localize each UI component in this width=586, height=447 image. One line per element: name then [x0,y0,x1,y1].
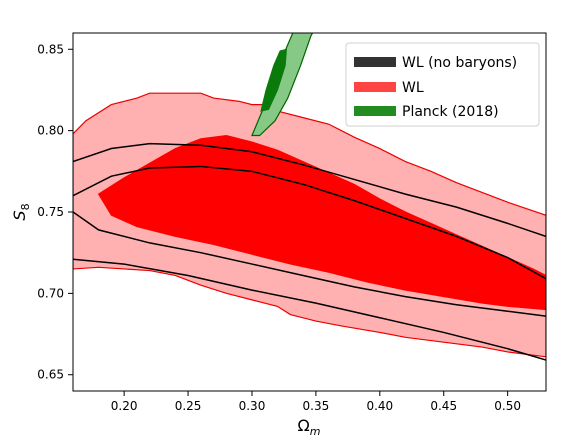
legend-label-planck-2018: Planck (2018) [402,104,499,120]
legend-swatch-wl-no-baryons [354,57,396,67]
planck-inner-contour [260,48,288,112]
x-tick-label: 0.40 [366,399,393,413]
x-axis-label: Ωm [298,416,321,438]
wl-no-baryons-inner-upper-line [73,165,546,280]
y-tick-label: 0.65 [37,368,64,382]
y-axis-label-main: S [10,210,29,220]
y-tick-label: 0.80 [37,124,64,138]
legend-swatch-planck-2018 [354,106,396,116]
x-axis-label-main: Ω [298,416,310,435]
legend-item-planck-2018: Planck (2018) [354,104,499,120]
y-tick-label: 0.70 [37,286,64,300]
x-tick-label: 0.20 [111,399,138,413]
y-tick-label: 0.75 [37,205,64,219]
x-tick-label: 0.45 [430,399,457,413]
y-axis-label-group: S8 [10,203,32,220]
x-tick-label: 0.25 [175,399,202,413]
legend-item-wl: WL [354,80,424,96]
contour-layer [73,33,546,361]
y-axis-label: S8 [10,203,32,220]
y-axis: 0.65 0.70 0.75 0.80 0.85 [37,42,73,382]
legend-item-wl-no-baryons: WL (no baryons) [354,55,517,71]
y-tick-label: 0.85 [37,42,64,56]
wl-no-baryons-inner-lower-line [73,211,546,317]
x-tick-label: 0.30 [239,399,266,413]
legend-swatch-wl [354,82,396,92]
x-tick-label: 0.50 [494,399,521,413]
legend-label-wl: WL [402,80,424,96]
wl-no-baryons-outer-lower-line [73,258,546,361]
y-axis-label-subscript: 8 [19,203,32,210]
x-axis: 0.20 0.25 0.30 0.35 0.40 0.45 0.50 [111,391,521,413]
wl-no-baryons-outer-upper-line [73,142,546,238]
x-tick-label: 0.35 [303,399,330,413]
legend-label-wl-no-baryons: WL (no baryons) [402,55,517,71]
legend: WL (no baryons) WL Planck (2018) [345,42,540,127]
x-axis-label-subscript: m [310,425,321,438]
